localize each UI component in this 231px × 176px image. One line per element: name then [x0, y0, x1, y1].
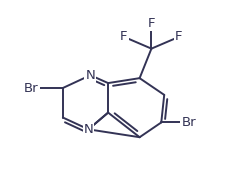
- Text: F: F: [174, 30, 182, 43]
- Text: Br: Br: [181, 116, 195, 129]
- Text: F: F: [120, 30, 127, 43]
- Text: F: F: [147, 17, 155, 30]
- Text: N: N: [85, 69, 95, 82]
- Text: N: N: [83, 123, 93, 136]
- Text: Br: Br: [24, 81, 39, 95]
